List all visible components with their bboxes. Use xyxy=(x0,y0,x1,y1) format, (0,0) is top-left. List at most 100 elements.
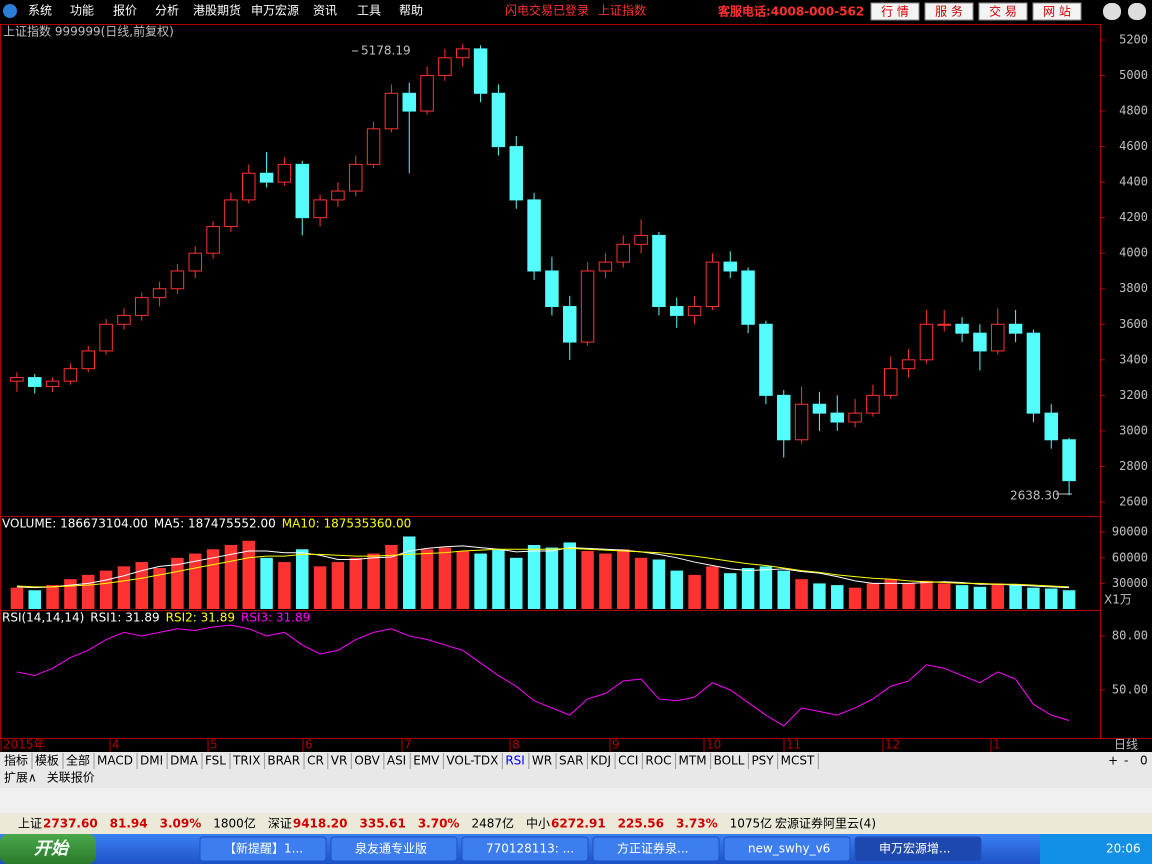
volume-bar xyxy=(349,557,362,609)
status-item: 中小 xyxy=(526,816,550,831)
indicator-tab[interactable]: 指标 xyxy=(4,753,28,768)
candle-body xyxy=(473,48,488,94)
indicator-tab[interactable]: ROC xyxy=(645,754,671,768)
menu-item[interactable]: 功能 xyxy=(70,4,94,18)
menu-item[interactable]: 工具 xyxy=(357,4,381,18)
indicator-tab[interactable]: ASI xyxy=(387,754,406,768)
task-button[interactable] xyxy=(330,836,458,862)
indicator-tab[interactable]: DMI xyxy=(140,754,163,768)
indicator-tab[interactable]: VR xyxy=(331,754,348,768)
status-item: 225.56 xyxy=(618,817,664,831)
indicator-tab[interactable]: EMV xyxy=(413,754,440,768)
window-controls xyxy=(1103,3,1146,20)
candle-body xyxy=(777,394,791,441)
sub-tab[interactable]: 扩展∧ xyxy=(4,771,37,785)
candle-body xyxy=(170,270,185,290)
volume-bar xyxy=(920,580,933,609)
menu-button[interactable] xyxy=(924,2,974,21)
candle-body xyxy=(295,163,309,219)
candle-body xyxy=(99,323,113,352)
indicator-tab[interactable]: MCST xyxy=(781,754,815,768)
date-label: 8 xyxy=(512,738,520,752)
task-button[interactable] xyxy=(592,836,720,862)
date-label: 6 xyxy=(305,738,313,752)
status-item: 3.09% xyxy=(160,817,202,831)
volume-bar xyxy=(795,579,808,609)
indicator-tab[interactable]: MTM xyxy=(679,754,707,768)
tab-control[interactable]: + xyxy=(1108,754,1118,768)
candle-body xyxy=(152,288,167,299)
candle-body xyxy=(509,146,523,201)
status-item: 6272.91 xyxy=(551,817,606,831)
indicator-tab[interactable]: BOLL xyxy=(714,754,745,768)
minimize[interactable] xyxy=(1103,3,1121,20)
volume-bar xyxy=(955,585,969,609)
menu-button[interactable] xyxy=(978,2,1028,21)
volume-bar xyxy=(848,587,862,609)
task-button[interactable] xyxy=(199,836,327,862)
candle-body xyxy=(63,368,78,382)
indicator-tab[interactable]: FSL xyxy=(205,754,226,768)
indicator-tab[interactable]: WR xyxy=(532,754,552,768)
candle-body xyxy=(759,323,773,396)
task-button[interactable] xyxy=(854,836,982,862)
indicator-tab[interactable]: OBV xyxy=(354,754,380,768)
indicator-tab[interactable]: VOL-TDX xyxy=(446,754,498,768)
indicator-tab[interactable]: RSI xyxy=(505,754,525,768)
menu-item[interactable]: 系统 xyxy=(28,4,52,18)
tab-control[interactable]: 0 xyxy=(1140,754,1148,768)
indicator-tab[interactable]: TRIX xyxy=(232,754,260,768)
indicator-tab[interactable]: CR xyxy=(307,754,324,768)
candle-body xyxy=(794,403,809,441)
login-status: 闪电交易已登录 xyxy=(505,3,589,18)
menu-button[interactable] xyxy=(870,2,920,21)
volume-bar xyxy=(510,557,523,609)
menu-item[interactable]: 帮助 xyxy=(399,4,423,18)
volume-bar xyxy=(741,568,755,609)
menu-item[interactable]: 报价 xyxy=(113,3,137,18)
volume-bar xyxy=(117,566,131,609)
indicator-tab[interactable]: SAR xyxy=(559,754,583,768)
volume-bar xyxy=(831,585,844,609)
volume-bar xyxy=(260,557,273,609)
menu-item[interactable]: 港股期货 xyxy=(193,3,241,18)
status-item: 1075亿 xyxy=(730,816,773,831)
indicator-tab[interactable]: DMA xyxy=(170,754,199,768)
menu-button[interactable] xyxy=(1032,2,1082,21)
indicator-tab[interactable]: 全部 xyxy=(66,753,90,768)
indicator-tab[interactable]: MACD xyxy=(97,754,133,768)
indicator-tab[interactable]: 模板 xyxy=(35,754,59,768)
task-label: 【新提醒】1... xyxy=(224,841,303,856)
volume-bar xyxy=(938,583,951,609)
task-label: 770128113: ... xyxy=(486,842,574,856)
start-button[interactable] xyxy=(0,834,96,864)
tab-control[interactable]: - xyxy=(1124,754,1128,768)
candle-body xyxy=(10,377,24,382)
task-button[interactable] xyxy=(723,836,851,862)
volume-bar xyxy=(706,566,719,609)
task-button[interactable] xyxy=(461,836,589,862)
indicator-tab[interactable]: CCI xyxy=(618,754,638,768)
volume-bar xyxy=(634,557,648,609)
candle-body xyxy=(705,261,720,308)
indicator-tab[interactable]: KDJ xyxy=(590,754,611,768)
volume-bar xyxy=(759,566,773,609)
menu-item[interactable]: 分析 xyxy=(155,4,179,18)
close[interactable] xyxy=(1128,3,1146,20)
sub-tab[interactable]: 关联报价 xyxy=(47,770,95,785)
status-item: 3.73% xyxy=(676,817,718,831)
candle-body xyxy=(259,172,274,183)
menu-item[interactable]: 申万宏源 xyxy=(251,3,299,18)
candle-body xyxy=(45,380,60,387)
menu-item[interactable]: 资讯 xyxy=(313,4,337,18)
task-label: 泉友通专业版 xyxy=(355,841,427,856)
indicator-tab[interactable]: PSY xyxy=(751,754,774,768)
indicator-tab[interactable]: BRAR xyxy=(267,754,300,768)
menu-button-label: 服 务 xyxy=(935,4,963,19)
candle-body xyxy=(901,359,916,370)
volume-bar xyxy=(420,549,434,609)
status-item: 2487亿 xyxy=(471,816,514,831)
volume-bar xyxy=(973,586,987,609)
volume-bar xyxy=(617,549,630,609)
candle-body xyxy=(652,234,666,308)
